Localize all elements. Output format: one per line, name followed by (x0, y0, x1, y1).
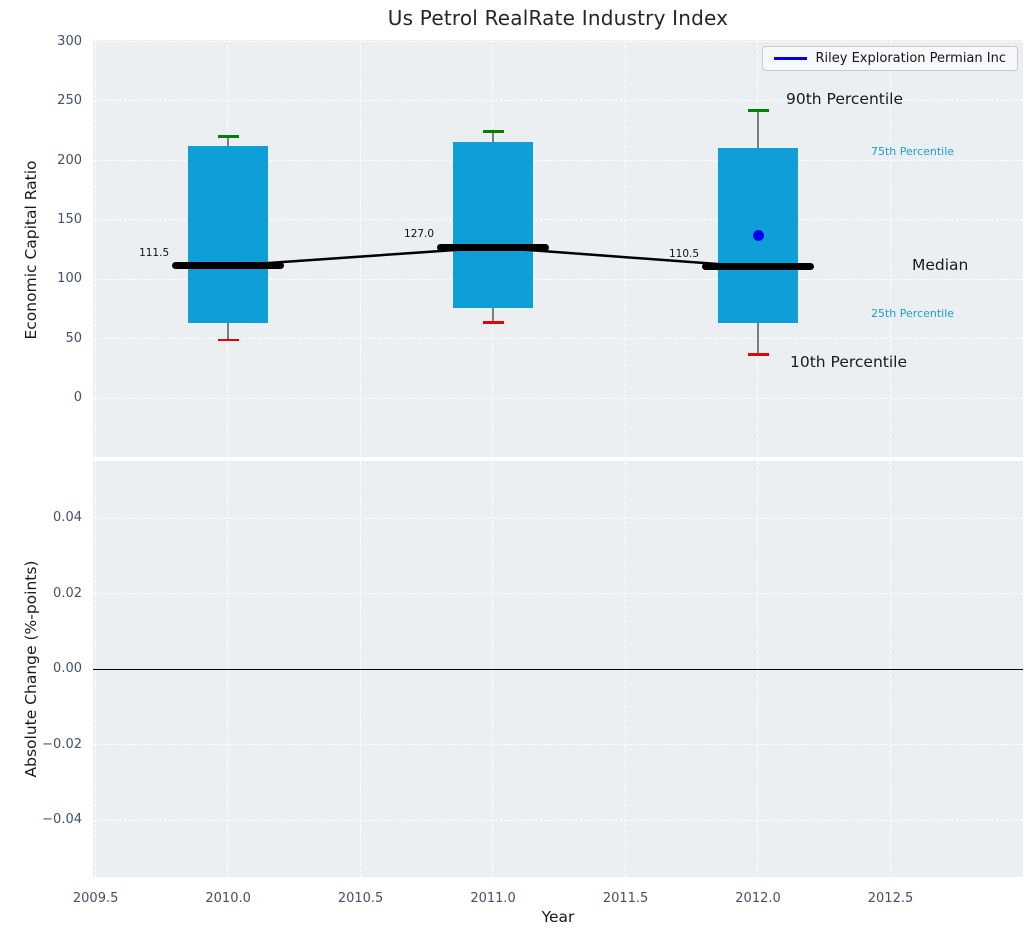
y-tick-label: 150 (22, 212, 82, 227)
y-tick-label: −0.04 (22, 812, 82, 827)
y-tick-label: 0 (22, 390, 82, 405)
percentile-box (453, 142, 533, 308)
chart-title: Us Petrol RealRate Industry Index (93, 6, 1023, 30)
x-tick-label: 2011.5 (591, 891, 661, 906)
gridline-vertical (95, 40, 96, 457)
p90-cap-marker (748, 109, 769, 112)
median-marker (702, 263, 814, 270)
p90-cap-marker (483, 130, 504, 133)
annotation-25th-percentile: 25th Percentile (871, 307, 954, 320)
x-axis-label: Year (93, 908, 1023, 926)
y-tick-label: −0.02 (22, 737, 82, 752)
p10-cap-marker (748, 353, 769, 356)
y-tick-label: 0.04 (22, 510, 82, 525)
percentile-box (188, 146, 268, 323)
legend: Riley Exploration Permian Inc (762, 46, 1018, 71)
x-tick-label: 2012.0 (723, 891, 793, 906)
top-y-axis-label: Economic Capital Ratio (22, 100, 42, 400)
gridline-horizontal (93, 593, 1023, 594)
annotation-90th-percentile: 90th Percentile (786, 90, 903, 108)
y-tick-label: 50 (22, 331, 82, 346)
top-axes: Riley Exploration Permian Inc 90th Perce… (93, 40, 1023, 457)
median-value-label: 127.0 (374, 228, 434, 240)
y-tick-label: 300 (22, 34, 82, 49)
annotation-10th-percentile: 10th Percentile (790, 353, 907, 371)
gridline-horizontal (93, 398, 1023, 399)
gridline-vertical (625, 40, 626, 457)
x-tick-label: 2012.5 (856, 891, 926, 906)
figure: Us Petrol RealRate Industry Index Econom… (0, 0, 1034, 942)
p90-cap-marker (218, 135, 239, 138)
y-tick-label: 200 (22, 153, 82, 168)
median-value-label: 111.5 (109, 247, 169, 259)
gridline-horizontal (93, 744, 1023, 745)
median-value-label: 110.5 (639, 248, 699, 260)
y-tick-label: 0.00 (22, 661, 82, 676)
legend-line-swatch (774, 57, 807, 60)
gridline-horizontal (93, 518, 1023, 519)
x-tick-label: 2010.5 (326, 891, 396, 906)
y-tick-label: 250 (22, 93, 82, 108)
x-tick-label: 2010.0 (193, 891, 263, 906)
x-tick-label: 2011.0 (458, 891, 528, 906)
zero-line (93, 669, 1023, 671)
p10-cap-marker (483, 321, 504, 324)
gridline-vertical (360, 40, 361, 457)
company-point-marker (753, 230, 764, 241)
median-marker (172, 262, 284, 269)
annotation-median: Median (912, 256, 968, 274)
y-tick-label: 0.02 (22, 586, 82, 601)
x-tick-label: 2009.5 (61, 891, 131, 906)
gridline-horizontal (93, 41, 1023, 42)
annotation-75th-percentile: 75th Percentile (871, 145, 954, 158)
p10-cap-marker (218, 339, 239, 342)
y-tick-label: 100 (22, 271, 82, 286)
bottom-axes (93, 461, 1023, 877)
legend-label: Riley Exploration Permian Inc (816, 51, 1006, 66)
median-marker (437, 244, 549, 251)
gridline-horizontal (93, 820, 1023, 821)
